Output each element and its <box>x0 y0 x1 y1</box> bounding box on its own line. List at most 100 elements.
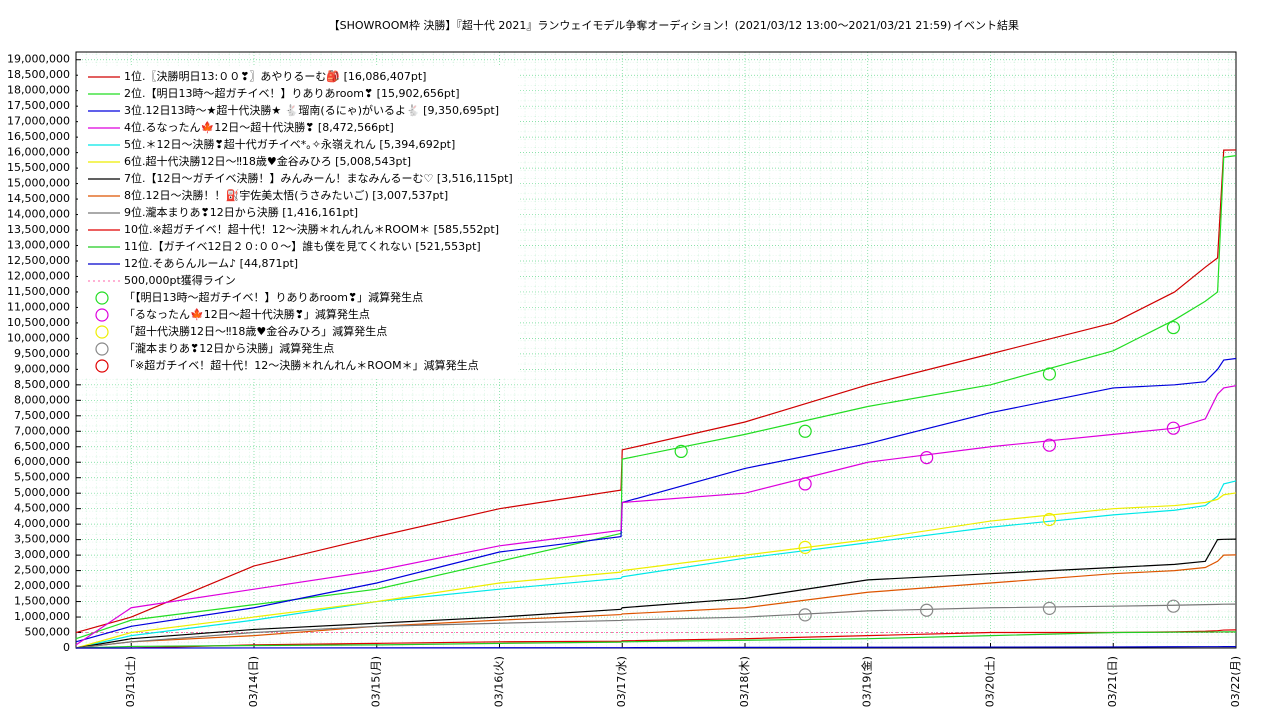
legend-label: 「るなったん🍁12日〜超十代決勝❣」減算発生点 <box>124 307 370 321</box>
legend-swatch <box>95 308 109 322</box>
legend-label: 8位.12日〜決勝！！⛽宇佐美太悟(うさみたいご) [3,007,537pt] <box>124 188 448 202</box>
reduction-marker <box>674 444 688 458</box>
series-line <box>76 629 1237 649</box>
legend: 1位.〖決勝明日13:００❣〗あやりるーむ🎒 [16,086,407pt] 2位.… <box>78 66 518 378</box>
y-tick-label: 8,000,000 <box>14 393 70 406</box>
y-tick-label: 4,000,000 <box>14 517 70 530</box>
y-tick-label: 9,000,000 <box>14 362 70 375</box>
y-tick-label: 16,000,000 <box>7 146 70 159</box>
y-tick-label: 15,000,000 <box>7 177 70 190</box>
y-tick-label: 18,500,000 <box>7 68 70 81</box>
x-tick-label: 03/19(金) <box>860 656 874 707</box>
legend-label: 11位.【ガチイベ12日２０:００〜】誰も僕を見てくれない [521,553pt… <box>124 239 481 253</box>
y-tick-label: 1,500,000 <box>14 595 70 608</box>
reduction-marker <box>798 477 812 491</box>
y-tick-label: 15,500,000 <box>7 161 70 174</box>
y-tick-label: 11,500,000 <box>7 285 70 298</box>
y-tick-label: 5,000,000 <box>14 486 70 499</box>
y-tick-label: 14,500,000 <box>7 192 70 205</box>
y-tick-label: 18,000,000 <box>7 84 70 97</box>
legend-label: 「※超ガチイベ！超十代！12〜決勝＊れんれん＊ROOM＊」減算発生点 <box>124 358 479 372</box>
y-tick-label: 3,000,000 <box>14 548 70 561</box>
legend-swatch <box>95 342 109 356</box>
y-tick-label: 19,000,000 <box>7 53 70 66</box>
reduction-marker <box>1042 512 1057 527</box>
series-line <box>76 646 1237 649</box>
series-line <box>75 631 1237 649</box>
legend-label: 10位.※超ガチイベ！超十代！12〜決勝＊れんれん＊ROOM＊ [585,552… <box>124 222 499 236</box>
reduction-marker <box>1166 421 1180 435</box>
legend-label: 4位.るなったん🍁12日〜超十代決勝❣ [8,472,566pt] <box>124 120 394 134</box>
x-tick-label: 03/20(土) <box>983 656 996 707</box>
series-line <box>75 149 1237 634</box>
y-tick-label: 16,500,000 <box>7 130 70 143</box>
legend-swatch <box>95 325 109 339</box>
reduction-marker <box>798 608 812 622</box>
legend-swatch <box>95 291 109 305</box>
y-tick-label: 11,000,000 <box>7 300 70 313</box>
y-tick-label: 13,500,000 <box>7 223 70 236</box>
y-tick-label: 7,000,000 <box>14 424 70 437</box>
reduction-marker <box>798 424 812 438</box>
legend-label: 1位.〖決勝明日13:００❣〗あやりるーむ🎒 [16,086,407pt] <box>124 69 426 83</box>
series-line <box>75 492 1237 649</box>
chart-title: 【SHOWROOM枠 決勝】『超十代 2021』ランウェイモデル争奪オーディショ… <box>329 18 952 32</box>
reduction-marker <box>1166 599 1180 613</box>
y-tick-label: 6,000,000 <box>14 455 70 468</box>
y-tick-label: 9,500,000 <box>14 347 70 360</box>
legend-label: 「瀧本まりあ❣12日から決勝」減算発生点 <box>124 341 334 355</box>
legend-label: 7位.【12日〜ガチイベ決勝！】みんみーん！まなみんるーむ♡ [3,516,11… <box>124 171 513 185</box>
legend-label: 「【明日13時〜超ガチイベ！】りありあroom❣」減算発生点 <box>124 290 423 304</box>
x-tick-label: 03/22(月) <box>1229 656 1242 707</box>
y-tick-label: 5,500,000 <box>14 471 70 484</box>
series-line <box>75 554 1237 649</box>
x-tick-label: 03/18(木) <box>738 656 751 707</box>
legend-label: 「超十代決勝12日〜‼18歳♥金谷みひろ」減算発生点 <box>124 324 387 338</box>
y-tick-label: 4,500,000 <box>14 502 70 515</box>
reduction-marker <box>920 450 934 465</box>
legend-label: 6位.超十代決勝12日〜‼18歳♥金谷みひろ [5,008,543pt] <box>124 154 411 168</box>
x-tick-label: 03/13(土) <box>124 656 137 707</box>
reduction-marker <box>1042 438 1057 452</box>
y-tick-label: 0 <box>63 641 70 654</box>
series-line <box>75 357 1237 643</box>
legend-label: 12位.そあらんルーム♪ [44,871pt] <box>124 256 298 270</box>
reduction-marker <box>1166 320 1180 335</box>
y-tick-label: 8,500,000 <box>14 378 70 391</box>
series-line <box>75 155 1237 640</box>
y-tick-label: 17,000,000 <box>7 115 70 128</box>
y-tick-label: 14,000,000 <box>7 208 70 221</box>
x-tick-label: 03/21(日) <box>1106 656 1119 707</box>
legend-label: 9位.瀧本まりあ❣12日から決勝 [1,416,161pt] <box>124 205 358 219</box>
reduction-marker <box>1042 601 1057 615</box>
y-tick-label: 2,500,000 <box>14 564 70 577</box>
series-line <box>75 538 1237 649</box>
legend-bg <box>78 66 518 378</box>
chart-subtitle: イベント結果 <box>953 18 1019 32</box>
y-tick-label: 3,500,000 <box>14 533 70 546</box>
y-tick-label: 12,500,000 <box>7 254 70 267</box>
reduction-marker <box>920 603 934 617</box>
series-line <box>75 603 1237 649</box>
legend-label: 2位.【明日13時〜超ガチイベ！】りありあroom❣ [15,902,656pt… <box>124 86 460 100</box>
y-tick-label: 17,500,000 <box>7 99 70 112</box>
legend-label: 3位.12日13時〜★超十代決勝★ 🐇瑠南(るにゃ)がいるよ🐇 [9,350,6… <box>124 103 499 117</box>
reduction-marker <box>798 540 812 554</box>
y-tick-label: 10,500,000 <box>7 316 70 329</box>
legend-label: 5位.＊12日〜決勝❣超十代ガチイベ*｡✧永嶺えれん [5,394,692pt] <box>124 137 455 151</box>
reduction-marker <box>1042 367 1057 381</box>
y-tick-label: 500,000 <box>25 626 71 639</box>
legend-label: 500,000pt獲得ライン <box>124 274 236 287</box>
x-tick-label: 03/14(日) <box>247 656 260 707</box>
y-tick-label: 12,000,000 <box>7 269 70 282</box>
y-tick-label: 6,500,000 <box>14 440 70 453</box>
y-tick-label: 1,000,000 <box>14 610 70 623</box>
x-tick-label: 03/15(月) <box>370 656 383 707</box>
y-tick-label: 2,000,000 <box>14 579 70 592</box>
x-tick-label: 03/17(水) <box>615 656 628 707</box>
x-tick-label: 03/16(火) <box>492 656 505 707</box>
legend-swatch <box>95 359 109 373</box>
y-tick-label: 10,000,000 <box>7 331 70 344</box>
y-tick-label: 7,500,000 <box>14 409 70 422</box>
